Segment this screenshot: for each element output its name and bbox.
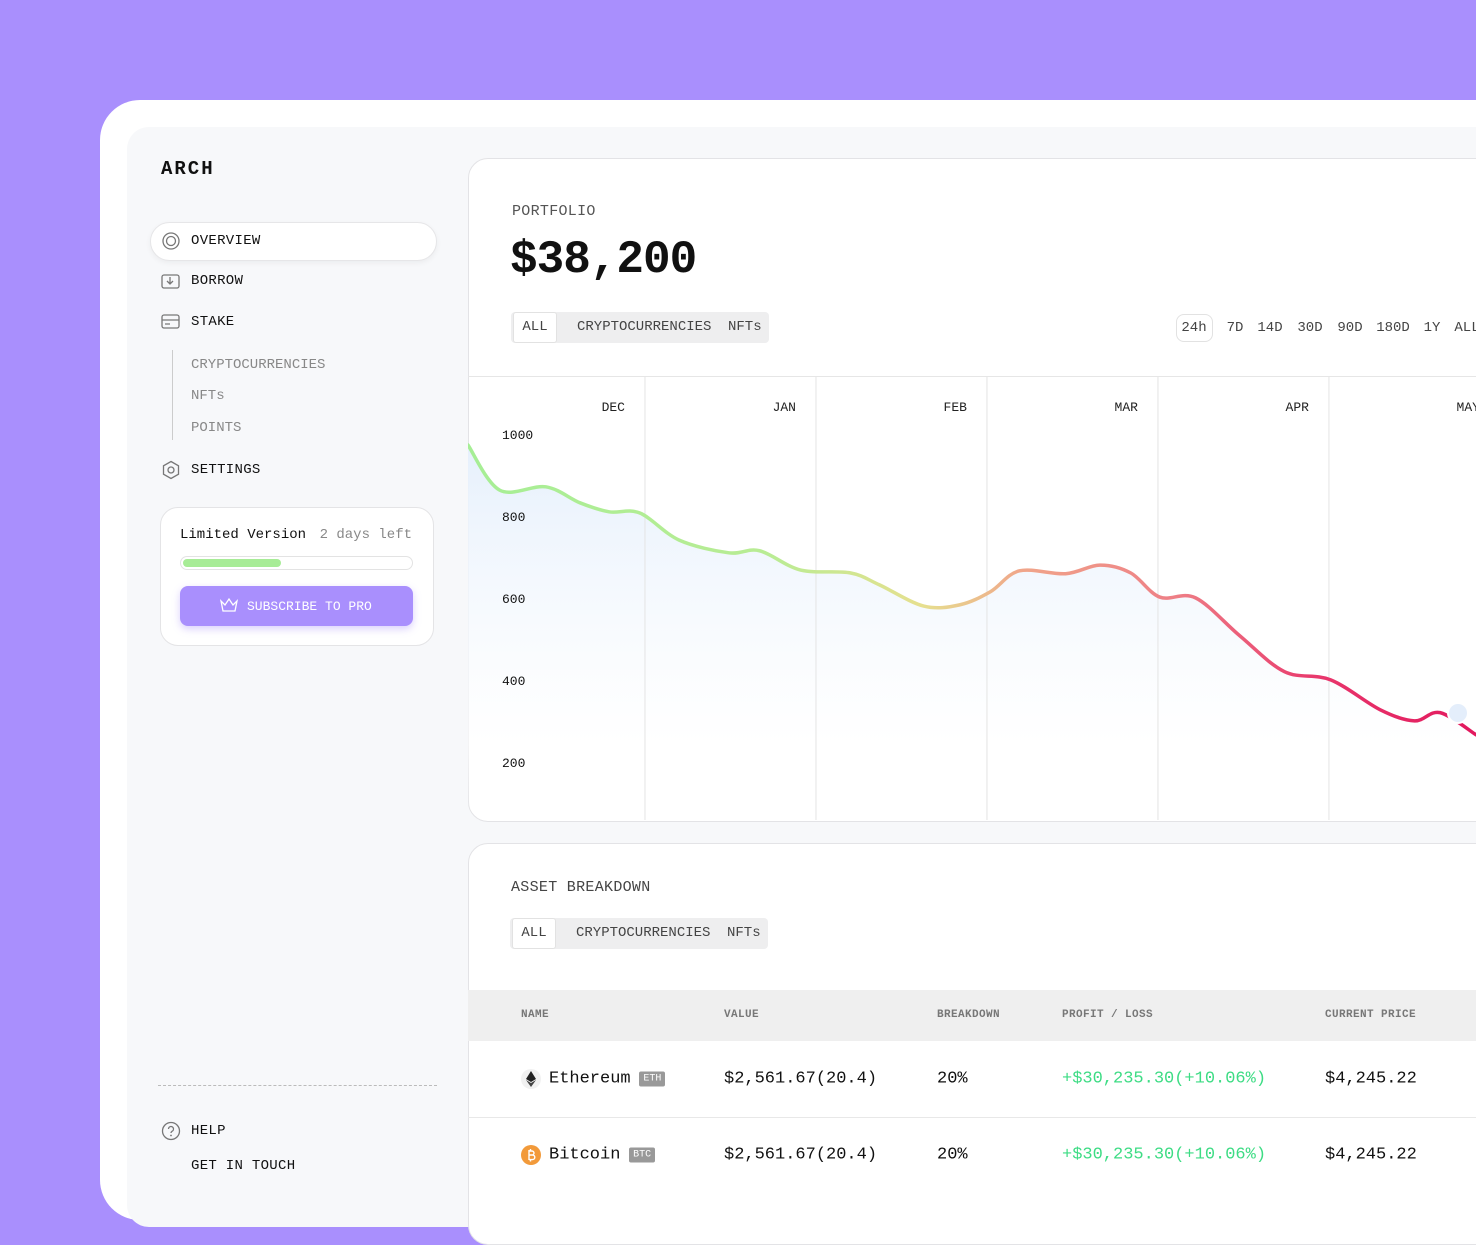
nav-active[interactable] [150,222,437,261]
x-tick-label: DEC [602,400,626,415]
asset-symbol: ETH [639,1071,666,1087]
subscribe-button[interactable] [180,586,413,626]
column-header: PROFIT / LOSS [1062,1009,1154,1021]
sub-nav-item[interactable]: NFTs [191,388,225,404]
plan-title: Limited Version [180,527,307,543]
range-option[interactable]: 30D [1297,320,1323,336]
asset-price: $4,245.22 [1325,1145,1417,1165]
asset-filters: ALL CRYPTOCURRENCIES NFTs [510,918,768,949]
filter-tab[interactable]: NFTs [728,319,762,335]
footer-link[interactable]: HELP [191,1123,226,1139]
line [468,443,1476,737]
asset-name: Ethereum [549,1069,631,1089]
row-divider [468,1117,1476,1118]
y-tick-label: 1000 [502,428,533,443]
x-tick-label: JAN [773,400,796,415]
progress-track [180,556,413,570]
hover-marker [1447,702,1469,724]
asset-value: $2,561.67(20.4) [724,1145,878,1165]
page: ARCH OVERVIEW BORROW STAKE CRYPTOCURRENC… [100,100,1476,1245]
plan-remaining: 2 days left [319,527,412,543]
filter-tab[interactable]: ALL [513,312,557,343]
asset-name: Bitcoin [549,1145,621,1165]
filter-tab[interactable]: ALL [512,918,556,949]
column-header: VALUE [724,1009,760,1021]
range-option[interactable]: ALL [1454,320,1476,336]
filter-tab[interactable]: NFTs [727,925,761,941]
footer-link[interactable]: GET IN TOUCH [191,1158,296,1174]
card-rule [468,376,1476,377]
portfolio-total: $38,200 [510,234,697,286]
range-option[interactable]: 180D [1376,320,1410,336]
x-tick-label: MAY [1457,400,1476,415]
x-tick-label: MAR [1115,400,1139,415]
portfolio-title: PORTFOLIO [512,203,596,220]
subscribe-label[interactable]: SUBSCRIBE TO PRO [247,599,372,614]
overview-icon [162,232,180,250]
sub-nav-item[interactable]: CRYPTOCURRENCIES [191,357,326,373]
help-icon [161,1121,181,1141]
area-fill [468,445,1476,820]
logo: ARCH [161,158,215,180]
filter-tab[interactable]: CRYPTOCURRENCIES [577,319,712,335]
stake-icon [161,314,180,329]
settings-icon [162,460,180,480]
coin-icon [521,1145,541,1165]
nav-item[interactable]: BORROW [191,273,244,289]
asset-title: ASSET BREAKDOWN [511,879,651,896]
progress-fill [183,559,281,567]
nav-item[interactable]: STAKE [191,314,235,330]
range-option[interactable]: 14D [1257,320,1283,336]
range-option[interactable]: 24h [1181,320,1207,336]
range-option[interactable]: 90D [1337,320,1363,336]
divider [158,1085,437,1086]
column-header: BREAKDOWN [937,1009,1001,1021]
y-tick-label: 800 [502,510,525,525]
nav-item[interactable]: OVERVIEW [191,233,261,249]
x-tick-label: FEB [944,400,968,415]
asset-profit: +$30,235.30(+10.06%) [1062,1069,1267,1089]
asset-price: $4,245.22 [1325,1069,1417,1089]
asset-profit: +$30,235.30(+10.06%) [1062,1145,1267,1165]
y-tick-label: 200 [502,756,525,771]
range-selected[interactable] [1176,314,1213,342]
y-tick-label: 600 [502,592,525,607]
asset-value: $2,561.67(20.4) [724,1069,878,1089]
y-tick-label: 400 [502,674,525,689]
sub-nav-rule [172,350,173,440]
nav-item[interactable]: SETTINGS [191,462,261,478]
portfolio-filters: ALL CRYPTOCURRENCIES NFTs [511,312,769,343]
range-option[interactable]: 7D [1226,320,1244,336]
coin-icon [521,1069,541,1089]
portfolio-chart: DEC JAN FEB MAR APR MAY 200 400 600 800 1000 [468,377,1476,820]
asset-symbol: BTC [629,1147,656,1163]
filter-tab[interactable]: CRYPTOCURRENCIES [576,925,711,941]
x-tick-label: APR [1286,400,1310,415]
table-header [468,990,1476,1041]
crown-icon [219,597,239,612]
column-header: CURRENT PRICE [1325,1009,1417,1021]
borrow-icon [161,274,180,289]
column-header: NAME [521,1009,550,1021]
range-option[interactable]: 1Y [1423,320,1441,336]
sub-nav-item[interactable]: POINTS [191,420,242,436]
asset-breakdown: 20% [937,1069,968,1089]
asset-breakdown: 20% [937,1145,968,1165]
